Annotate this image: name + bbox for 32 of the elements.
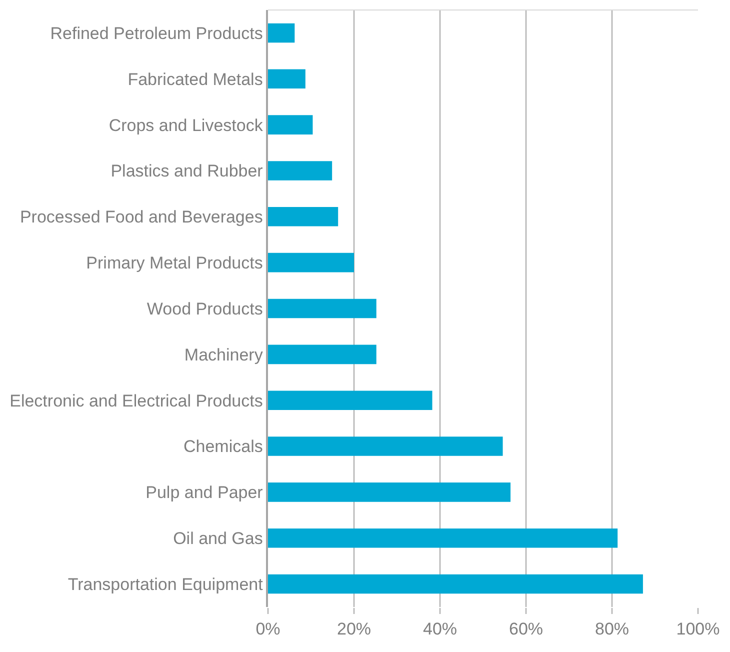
bar (268, 298, 376, 318)
y-tick-label: Machinery (184, 345, 264, 364)
bar (268, 23, 295, 43)
y-tick-label: Primary Metal Products (86, 254, 263, 273)
bar (268, 115, 313, 134)
bar (268, 528, 618, 548)
x-tick-label: 40% (422, 619, 458, 638)
bar (268, 436, 503, 456)
x-tick-label: 20% (336, 619, 372, 638)
y-tick-label: Chemicals (183, 437, 263, 456)
y-tick-label: Transportation Equipment (68, 574, 264, 594)
y-tick-label: Processed Food and Beverages (20, 208, 263, 227)
x-tick-label: 100% (676, 619, 720, 638)
bar (268, 252, 354, 272)
y-tick-label: Oil and Gas (173, 529, 263, 548)
y-tick-label: Pulp and Paper (146, 483, 264, 502)
x-tick-label: 0% (256, 619, 280, 638)
y-tick-label: Refined Petroleum Products (50, 24, 263, 43)
bar (268, 574, 643, 594)
bar (268, 390, 432, 410)
x-tick-label: 80% (594, 619, 630, 638)
bar (268, 161, 332, 180)
x-tick-label: 60% (508, 619, 544, 638)
bar (268, 344, 376, 364)
y-tick-label: Fabricated Metals (128, 70, 263, 89)
bar (268, 69, 306, 89)
y-tick-label: Crops and Livestock (108, 116, 264, 135)
bar (268, 482, 511, 502)
bar (268, 207, 338, 226)
y-tick-label: Electronic and Electrical Products (10, 391, 263, 410)
y-tick-label: Wood Products (146, 299, 263, 318)
y-tick-label: Plastics and Rubber (110, 162, 264, 181)
